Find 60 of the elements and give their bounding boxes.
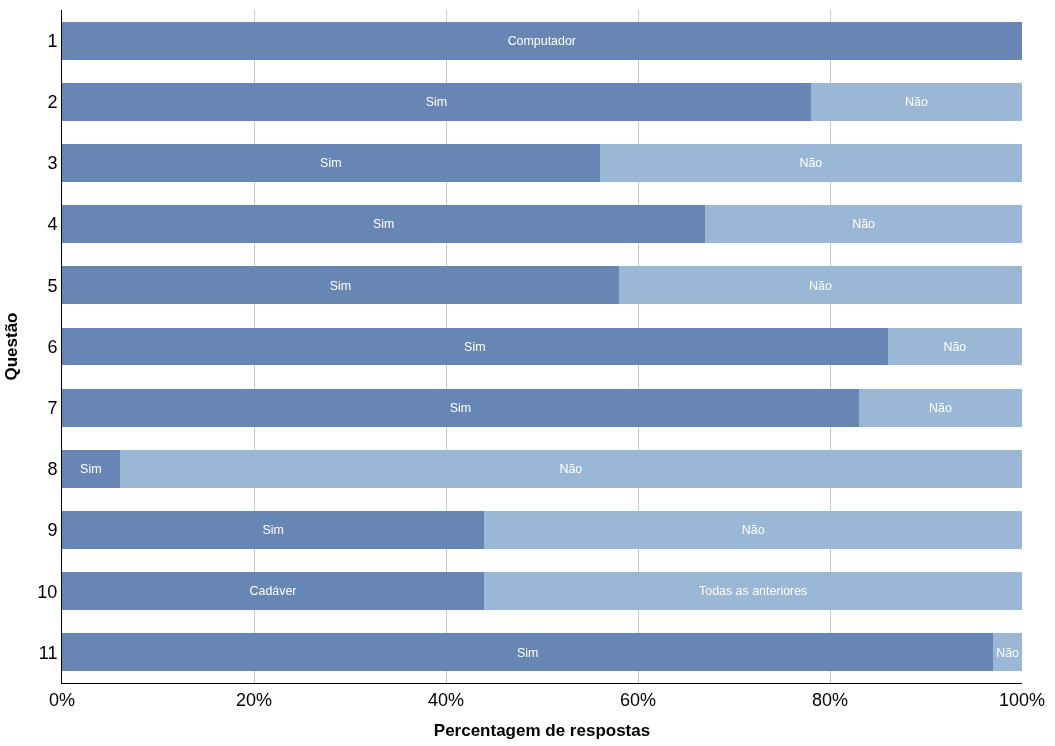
bar bbox=[62, 327, 888, 366]
data-label: Sim bbox=[464, 339, 486, 354]
data-label: Não bbox=[799, 156, 823, 171]
bar bbox=[618, 266, 1022, 305]
y-axis-title: Questão bbox=[1, 312, 21, 381]
x-tick-label: 100% bbox=[998, 689, 1046, 710]
data-label: Sim bbox=[262, 523, 284, 538]
y-tick-label: 1 bbox=[47, 30, 58, 51]
y-tick-label: 5 bbox=[47, 275, 58, 296]
bar bbox=[62, 388, 859, 427]
data-label: Não bbox=[996, 645, 1020, 660]
data-label: Não bbox=[809, 278, 832, 293]
x-tick-label: 80% bbox=[811, 689, 849, 710]
data-label: Não bbox=[929, 400, 952, 415]
x-axis-title: Percentagem de respostas bbox=[433, 721, 651, 740]
data-label: Sim bbox=[449, 400, 472, 415]
data-label: Não bbox=[905, 95, 928, 110]
bar bbox=[62, 82, 811, 121]
data-label: Não bbox=[559, 462, 583, 477]
data-label: Não bbox=[852, 217, 876, 232]
data-label: Sim bbox=[516, 645, 539, 660]
data-label: Não bbox=[943, 339, 967, 354]
y-tick-label: 6 bbox=[47, 336, 58, 357]
y-tick-label: 3 bbox=[47, 153, 58, 174]
data-label: Sim bbox=[425, 95, 448, 110]
bar bbox=[858, 388, 1022, 427]
y-tick-label: 8 bbox=[47, 459, 58, 480]
y-tick-label: 2 bbox=[47, 92, 58, 113]
bar bbox=[484, 511, 1022, 550]
bar bbox=[887, 327, 1022, 366]
data-label: Sim bbox=[80, 462, 102, 477]
bar bbox=[810, 82, 1022, 121]
bar bbox=[119, 449, 1022, 488]
y-tick-label: 10 bbox=[37, 581, 58, 602]
bar bbox=[62, 511, 485, 550]
data-label: Todas as anteriores bbox=[699, 584, 808, 599]
bar bbox=[62, 143, 600, 182]
bar bbox=[62, 633, 994, 672]
y-tick-label: 4 bbox=[47, 214, 58, 235]
data-label: Sim bbox=[320, 156, 342, 171]
bar bbox=[484, 572, 1022, 611]
bar bbox=[62, 449, 120, 488]
data-label: Não bbox=[741, 523, 765, 538]
data-label: Cadáver bbox=[249, 584, 297, 599]
bar bbox=[62, 266, 619, 305]
bar bbox=[705, 205, 1022, 244]
y-tick-label: 11 bbox=[38, 642, 58, 663]
x-tick-label: 60% bbox=[619, 689, 657, 710]
data-label: Computador bbox=[507, 33, 576, 48]
bar bbox=[62, 21, 1022, 60]
data-label: Sim bbox=[329, 278, 352, 293]
x-tick-label: 0% bbox=[48, 689, 76, 710]
bar bbox=[62, 572, 485, 611]
bar bbox=[599, 143, 1022, 182]
y-tick-label: 7 bbox=[47, 397, 58, 418]
y-tick-label: 9 bbox=[47, 520, 58, 541]
x-tick-label: 20% bbox=[235, 689, 273, 710]
bar bbox=[62, 205, 706, 244]
x-tick-label: 40% bbox=[427, 689, 465, 710]
data-label: Sim bbox=[372, 217, 395, 232]
